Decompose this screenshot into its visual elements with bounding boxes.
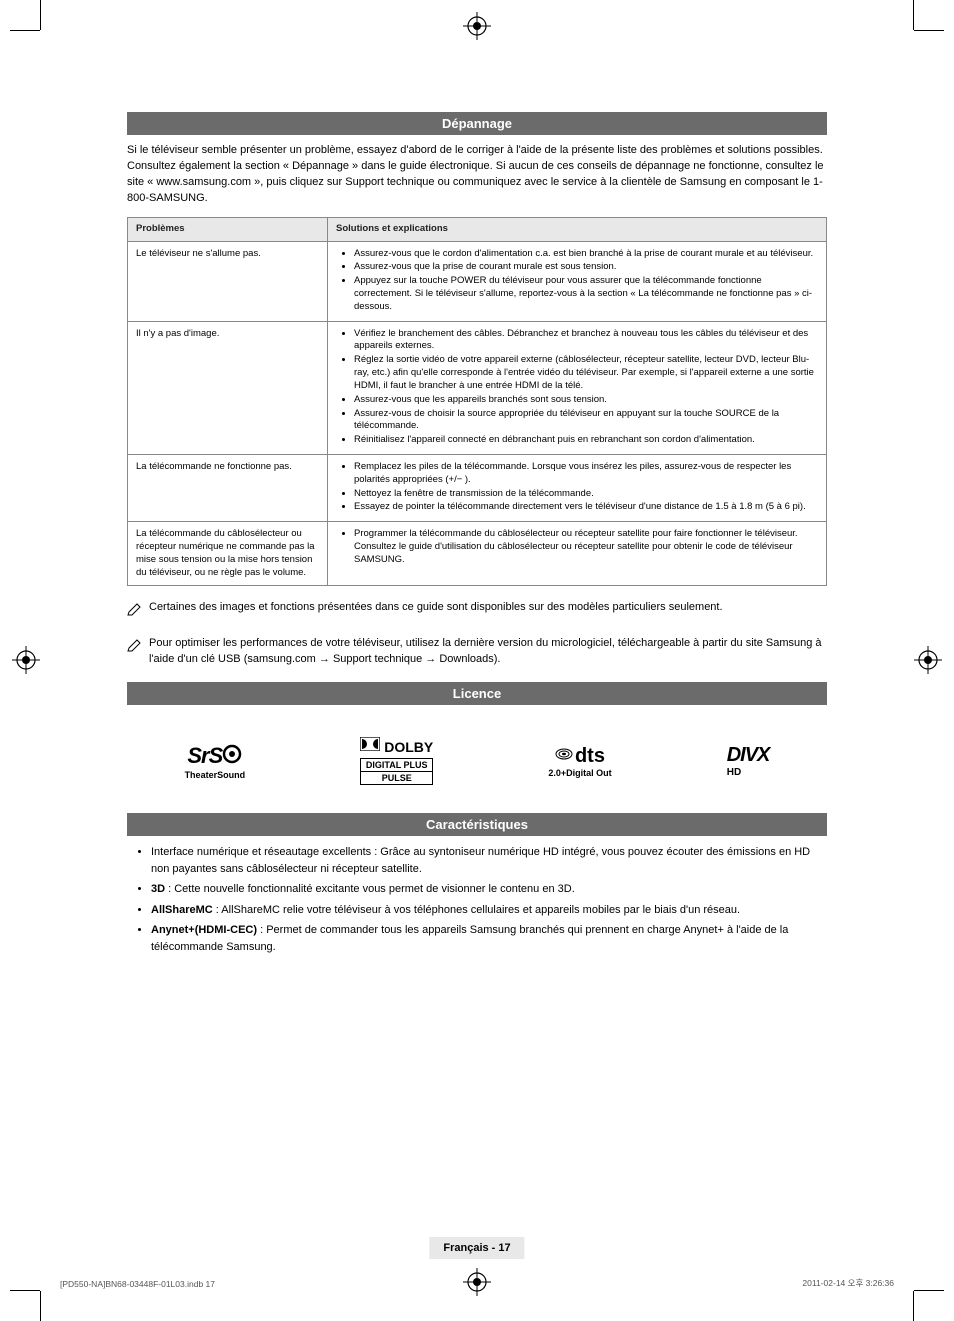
feature-text: : Cette nouvelle fonctionnalité excitant… xyxy=(165,883,575,895)
solution-item: Vérifiez le branchement des câbles. Débr… xyxy=(354,328,818,354)
feature-item: Interface numérique et réseautage excell… xyxy=(151,844,827,877)
feature-item: 3D : Cette nouvelle fonctionnalité excit… xyxy=(151,881,827,898)
feature-bold: AllShareMC xyxy=(151,904,213,916)
srs-text: SrS xyxy=(187,743,222,768)
table-row: Il n'y a pas d'image. Vérifiez le branch… xyxy=(128,321,827,454)
crop-mark xyxy=(10,30,40,31)
solution-item: Appuyez sur la touche POWER du téléviseu… xyxy=(354,275,818,313)
note-1: Certaines des images et fonctions présen… xyxy=(127,600,827,622)
footer-left: [PD550-NA]BN68-03448F-01L03.indb 17 xyxy=(60,1279,215,1289)
problem-cell: Il n'y a pas d'image. xyxy=(128,321,328,454)
solution-cell: Programmer la télécommande du câblosélec… xyxy=(328,522,827,586)
swirl-icon xyxy=(222,744,242,770)
crop-mark xyxy=(10,1290,40,1291)
crop-mark xyxy=(913,1291,914,1321)
dts-logo: dts 2.0+Digital Out xyxy=(548,745,611,778)
feature-text: : AllShareMC relie votre téléviseur à vo… xyxy=(213,904,740,916)
table-header-problems: Problèmes xyxy=(128,217,328,241)
disc-icon xyxy=(555,747,573,765)
solution-item: Réglez la sortie vidéo de votre appareil… xyxy=(354,354,818,392)
feature-bold: Anynet+(HDMI-CEC) xyxy=(151,924,257,936)
problem-cell: Le téléviseur ne s'allume pas. xyxy=(128,241,328,321)
feature-bold: 3D xyxy=(151,883,165,895)
note-icon xyxy=(127,600,143,622)
section-title-caracteristiques: Caractéristiques xyxy=(127,813,827,836)
crop-mark xyxy=(914,1290,944,1291)
dolby-sub2: PULSE xyxy=(360,772,433,785)
footer-right: 2011-02-14 오후 3:26:36 xyxy=(802,1277,894,1289)
registration-mark-icon xyxy=(463,12,491,40)
note-2: Pour optimiser les performances de votre… xyxy=(127,636,827,668)
page-root: Dépannage Si le téléviseur semble présen… xyxy=(0,0,954,1321)
note-text: Pour optimiser les performances de votre… xyxy=(149,636,827,668)
dolby-sub1: DIGITAL PLUS xyxy=(360,758,433,772)
solution-item: Assurez-vous que le cordon d'alimentatio… xyxy=(354,248,818,261)
depannage-intro: Si le téléviseur semble présenter un pro… xyxy=(127,143,827,207)
table-header-solutions: Solutions et explications xyxy=(328,217,827,241)
problem-cell: La télécommande ne fonctionne pas. xyxy=(128,454,328,521)
crop-mark xyxy=(914,30,944,31)
dolby-dd-icon xyxy=(360,737,380,756)
solution-item: Assurez-vous de choisir la source approp… xyxy=(354,408,818,434)
dts-text: dts xyxy=(575,745,605,768)
section-title-depannage: Dépannage xyxy=(127,112,827,135)
feature-item: AllShareMC : AllShareMC relie votre télé… xyxy=(151,902,827,919)
registration-mark-icon xyxy=(914,646,942,674)
divx-sub: HD xyxy=(727,767,770,778)
solution-item: Assurez-vous que les appareils branchés … xyxy=(354,394,818,407)
troubleshoot-table: Problèmes Solutions et explications Le t… xyxy=(127,217,827,587)
solution-item: Nettoyez la fenêtre de transmission de l… xyxy=(354,488,818,501)
solution-item: Assurez-vous que la prise de courant mur… xyxy=(354,261,818,274)
divx-logo: DIVX HD xyxy=(727,744,770,778)
dolby-logo: DOLBY DIGITAL PLUS PULSE xyxy=(360,737,433,785)
problem-cell: La télécommande du câblosélecteur ou réc… xyxy=(128,522,328,586)
table-row: La télécommande ne fonctionne pas. Rempl… xyxy=(128,454,827,521)
srs-sub: TheaterSound xyxy=(185,770,246,780)
dts-sub: 2.0+Digital Out xyxy=(548,768,611,778)
solution-cell: Vérifiez le branchement des câbles. Débr… xyxy=(328,321,827,454)
licence-logos: SrS TheaterSound DOLBY DIGITAL PLUS PULS… xyxy=(127,713,827,813)
content-area: Dépannage Si le téléviseur semble présen… xyxy=(127,112,827,959)
dolby-text: DOLBY xyxy=(384,739,433,755)
note-icon xyxy=(127,636,143,668)
solution-item: Programmer la télécommande du câblosélec… xyxy=(354,528,818,566)
solution-cell: Assurez-vous que le cordon d'alimentatio… xyxy=(328,241,827,321)
table-row: Le téléviseur ne s'allume pas. Assurez-v… xyxy=(128,241,827,321)
solution-cell: Remplacez les piles de la télécommande. … xyxy=(328,454,827,521)
table-row: La télécommande du câblosélecteur ou réc… xyxy=(128,522,827,586)
registration-mark-icon xyxy=(12,646,40,674)
crop-mark xyxy=(40,1291,41,1321)
features-list: Interface numérique et réseautage excell… xyxy=(127,844,827,955)
page-number: Français - 17 xyxy=(429,1237,524,1259)
registration-mark-icon xyxy=(463,1268,491,1296)
srs-logo: SrS TheaterSound xyxy=(185,743,246,780)
solution-item: Essayez de pointer la télécommande direc… xyxy=(354,501,818,514)
divx-text: DIVX xyxy=(727,744,770,767)
feature-text: Interface numérique et réseautage excell… xyxy=(151,846,810,875)
note-text: Certaines des images et fonctions présen… xyxy=(149,600,723,622)
crop-mark xyxy=(913,0,914,30)
crop-mark xyxy=(40,0,41,30)
solution-item: Réinitialisez l'appareil connecté en déb… xyxy=(354,434,818,447)
section-title-licence: Licence xyxy=(127,682,827,705)
solution-item: Remplacez les piles de la télécommande. … xyxy=(354,461,818,487)
feature-item: Anynet+(HDMI-CEC) : Permet de commander … xyxy=(151,922,827,955)
